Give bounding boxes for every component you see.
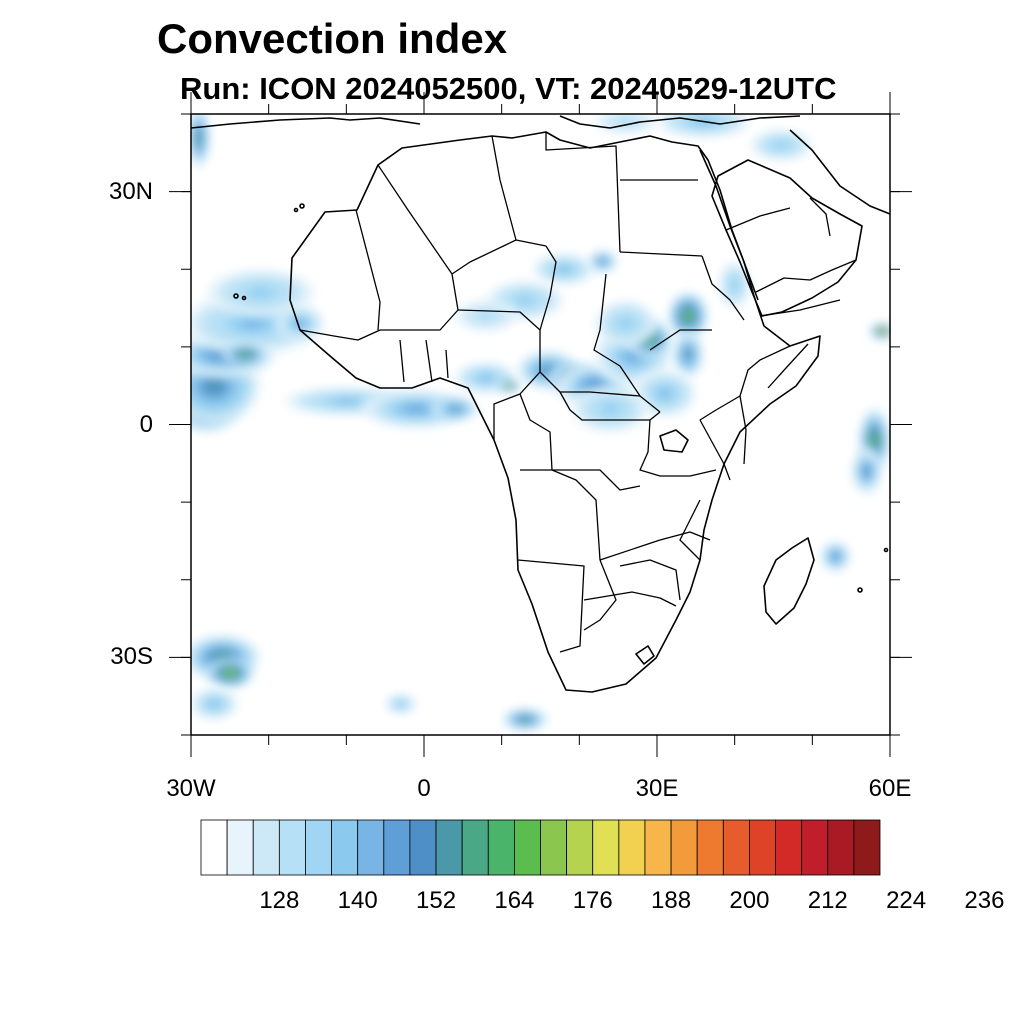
colorbar-box (540, 819, 568, 876)
colorbar-box (331, 819, 359, 876)
colorbar-box (200, 819, 228, 876)
convection-cell (820, 540, 852, 572)
lon-label: 0 (417, 775, 431, 802)
convection-cell (431, 397, 479, 421)
map-title: Convection index (157, 15, 508, 62)
colorbar-label: 212 (807, 887, 848, 914)
colorbar-box (853, 819, 881, 876)
colorbar-label: 128 (259, 887, 300, 914)
convection-cell (497, 379, 522, 392)
lat-label: 30N (108, 177, 153, 205)
convection-cell (657, 114, 751, 138)
convection-cell (276, 308, 324, 340)
map-border (190, 113, 891, 736)
convection-cell (668, 292, 708, 340)
convection-cell (532, 253, 595, 285)
colorbar-box (487, 819, 515, 876)
colorbar-box (226, 819, 254, 876)
arabia-coastline (711, 159, 863, 317)
colorbar-label: 224 (886, 887, 927, 914)
coastlines-and-borders (191, 115, 890, 693)
lat-label: 30S (110, 643, 153, 671)
africa-coastline (289, 131, 821, 693)
convection-cell (672, 331, 704, 378)
lat-label: 0 (139, 410, 153, 438)
lesotho-border (635, 645, 655, 665)
colorbar-label: 152 (416, 887, 457, 914)
colorbar-box (749, 819, 776, 876)
convection-cell (870, 323, 890, 340)
europe-coast (191, 115, 801, 129)
colorbar-label: 200 (729, 887, 770, 914)
convection-cell (750, 129, 813, 161)
iran-coast (789, 129, 890, 215)
colorbar-box (592, 819, 620, 876)
convection-cell (851, 447, 883, 495)
colorbar-box (827, 819, 855, 876)
convection-cell (501, 707, 549, 732)
colorbar-box (278, 819, 306, 876)
colorbar-box (696, 819, 724, 876)
convection-cell (455, 300, 518, 332)
map-frame (169, 92, 912, 757)
colorbar-box (722, 819, 750, 876)
colorbar (200, 819, 881, 876)
colorbar-box (775, 819, 803, 876)
convection-cell (191, 688, 238, 720)
colorbar-box (383, 819, 411, 876)
convection-field (191, 114, 890, 732)
lake-victoria (659, 429, 689, 453)
colorbar-box (435, 819, 463, 876)
colorbar-box (618, 819, 646, 876)
colorbar-box (461, 819, 489, 876)
colorbar-box (305, 819, 332, 876)
colorbar-label: 164 (494, 887, 535, 914)
red-sea-coast (699, 149, 759, 301)
convection-cell (206, 269, 316, 316)
convection-cell (594, 300, 657, 347)
convection-cell (633, 370, 696, 417)
colorbar-label: 188 (651, 887, 692, 914)
lon-label: 30E (635, 775, 679, 802)
convection-cell (385, 694, 417, 714)
colorbar-label: 140 (337, 887, 378, 914)
country-borders (299, 132, 857, 653)
colorbar-box (566, 819, 594, 876)
lon-label: 30W (166, 775, 216, 802)
convection-cell (206, 657, 254, 689)
colorbar-label: 236 (964, 887, 1005, 914)
colorbar-box (409, 819, 437, 876)
colorbar-box (801, 819, 829, 876)
colorbar-label: 176 (572, 887, 613, 914)
colorbar-box (670, 819, 698, 876)
colorbar-box (357, 819, 385, 876)
madagascar-coastline (763, 537, 815, 625)
colorbar-box (644, 819, 672, 876)
convection-cell (587, 249, 619, 274)
lon-label: 60E (868, 775, 912, 802)
map-subtitle: Run: ICON 2024052500, VT: 20240529-12UTC (180, 71, 837, 106)
colorbar-box (513, 819, 541, 876)
convection-cell (222, 342, 269, 367)
colorbar-box (252, 819, 280, 876)
